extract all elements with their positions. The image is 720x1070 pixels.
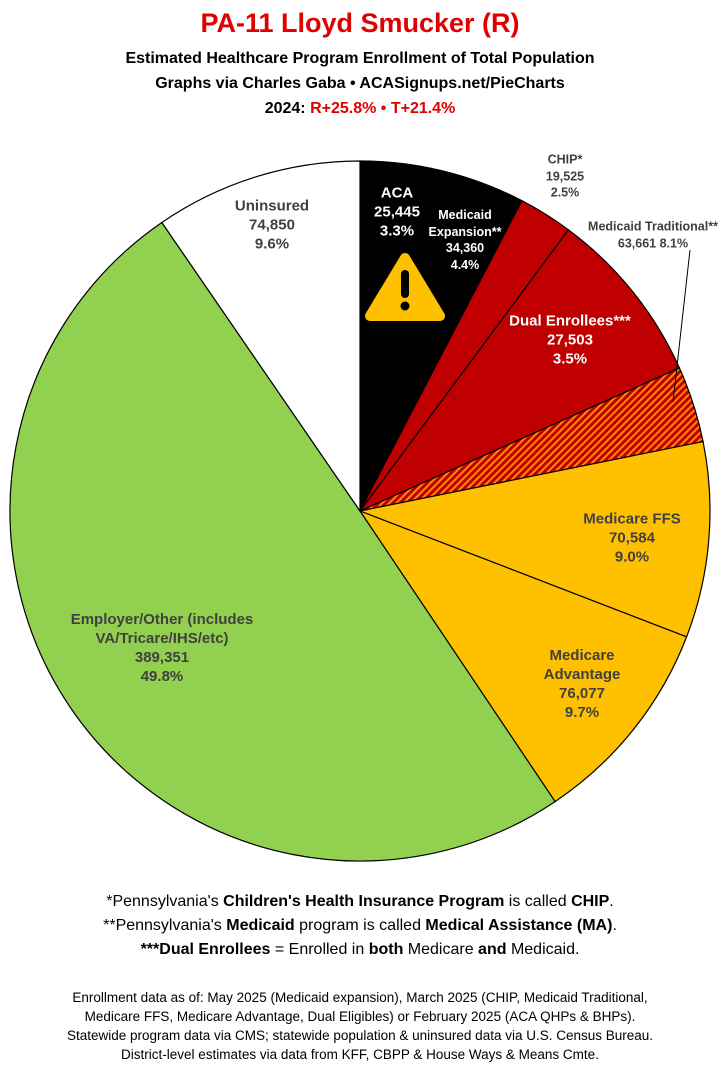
slice-label: Medicaid Expansion** 34,360 4.4% (420, 207, 510, 273)
chart-title: PA-11 Lloyd Smucker (R) (200, 8, 520, 38)
pie-slice (358, 228, 681, 513)
slice-percent: 4.4% (450, 257, 480, 272)
slice-value: 34,360 (445, 241, 485, 255)
text: is called (504, 893, 572, 910)
slice-label: Medicare FFS 70,584 9.0% (562, 510, 702, 567)
year-label: 2024: (264, 100, 306, 117)
text: Children's Health Insurance Program (223, 893, 505, 910)
text: program is called (294, 917, 426, 934)
slice-value: 63,661 (617, 236, 657, 250)
text: Medical Assistance (MA) (425, 917, 613, 934)
slice-label: Dual Enrollees*** 27,503 3.5% (500, 312, 640, 369)
slice-label: Uninsured 74,850 9.6% (217, 197, 327, 254)
text: *Pennsylvania's (106, 893, 224, 910)
slice-value: 19,525 (545, 168, 585, 183)
slice-label: CHIP* 19,525 2.5% (525, 151, 605, 201)
subtitle: Estimated Healthcare Program Enrollment … (125, 50, 595, 67)
text: . (612, 917, 617, 934)
text: and (478, 941, 507, 958)
slice-name: Medicare FFS (583, 510, 681, 528)
subtitle-year: 2024: R+25.8% • T+21.4% (0, 100, 720, 118)
slice-value: 74,850 (249, 216, 295, 234)
source-note: Enrollment data as of: May 2025 (Medicai… (72, 990, 648, 1005)
slice-name: ACA (380, 184, 414, 202)
warning-icon (365, 253, 445, 321)
pie-slice (9, 221, 556, 862)
slice-name: Medicaid Expansion** (428, 208, 502, 239)
slice-percent: 9.7% (564, 704, 600, 721)
leader-line (672, 249, 691, 403)
slice-value: 25,445 (374, 203, 420, 221)
slice-label: Medicare Advantage 76,077 9.7% (527, 646, 637, 722)
pie-slice (358, 509, 688, 803)
slice-name: CHIP* (547, 152, 583, 167)
source-note: Medicare FFS, Medicare Advantage, Dual E… (84, 1009, 636, 1024)
slice-value: 389,351 (134, 649, 190, 666)
footnote: **Pennsylvania's Medicaid program is cal… (0, 914, 720, 938)
footnote: *Pennsylvania's Children's Health Insura… (0, 890, 720, 914)
slice-percent: 8.1% (659, 236, 689, 250)
source-note: District-level estimates via data from K… (121, 1047, 599, 1062)
slice-values: 63,661 8.1% (583, 235, 720, 252)
text: . (609, 893, 614, 910)
text: Medicaid. (506, 941, 580, 958)
slice-percent: 3.3% (379, 222, 415, 240)
source-note: Statewide program data via CMS; statewid… (66, 1028, 654, 1043)
slice-value: 76,077 (559, 685, 605, 702)
subtitle: Graphs via Charles Gaba • ACASignups.net… (155, 75, 565, 92)
year-values: R+25.8% • T+21.4% (310, 100, 456, 117)
slice-percent: 9.6% (254, 235, 290, 253)
slice-label: ACA 25,445 3.3% (357, 184, 437, 241)
slice-percent: 2.5% (550, 185, 580, 200)
slice-value: 70,584 (609, 529, 655, 547)
slice-label: Medicaid Traditional** 63,661 8.1% (583, 219, 720, 252)
text: CHIP (571, 893, 610, 910)
slice-label: Employer/Other (includes VA/Tricare/IHS/… (32, 610, 292, 686)
text: **Pennsylvania's (103, 917, 227, 934)
pie-slice (160, 160, 361, 513)
text: Medicare (403, 941, 479, 958)
slice-name: Employer/Other (includes VA/Tricare/IHS/… (70, 611, 254, 647)
text: = Enrolled in (270, 941, 369, 958)
text: Medicaid (226, 917, 295, 934)
slice-name: Dual Enrollees*** (509, 312, 631, 330)
footnote: ***Dual Enrollees = Enrolled in both Med… (0, 938, 720, 962)
slice-name: Medicare Advantage (543, 647, 621, 683)
slice-percent: 9.0% (614, 548, 650, 566)
slice-percent: 3.5% (552, 350, 588, 368)
slice-name: Uninsured (234, 197, 310, 215)
slice-name: Medicaid Traditional** (588, 219, 718, 234)
pie-slice (357, 440, 711, 638)
text: both (368, 941, 404, 958)
slice-percent: 49.8% (140, 668, 184, 685)
text: ***Dual Enrollees (140, 941, 271, 958)
slice-value: 27,503 (547, 331, 593, 349)
